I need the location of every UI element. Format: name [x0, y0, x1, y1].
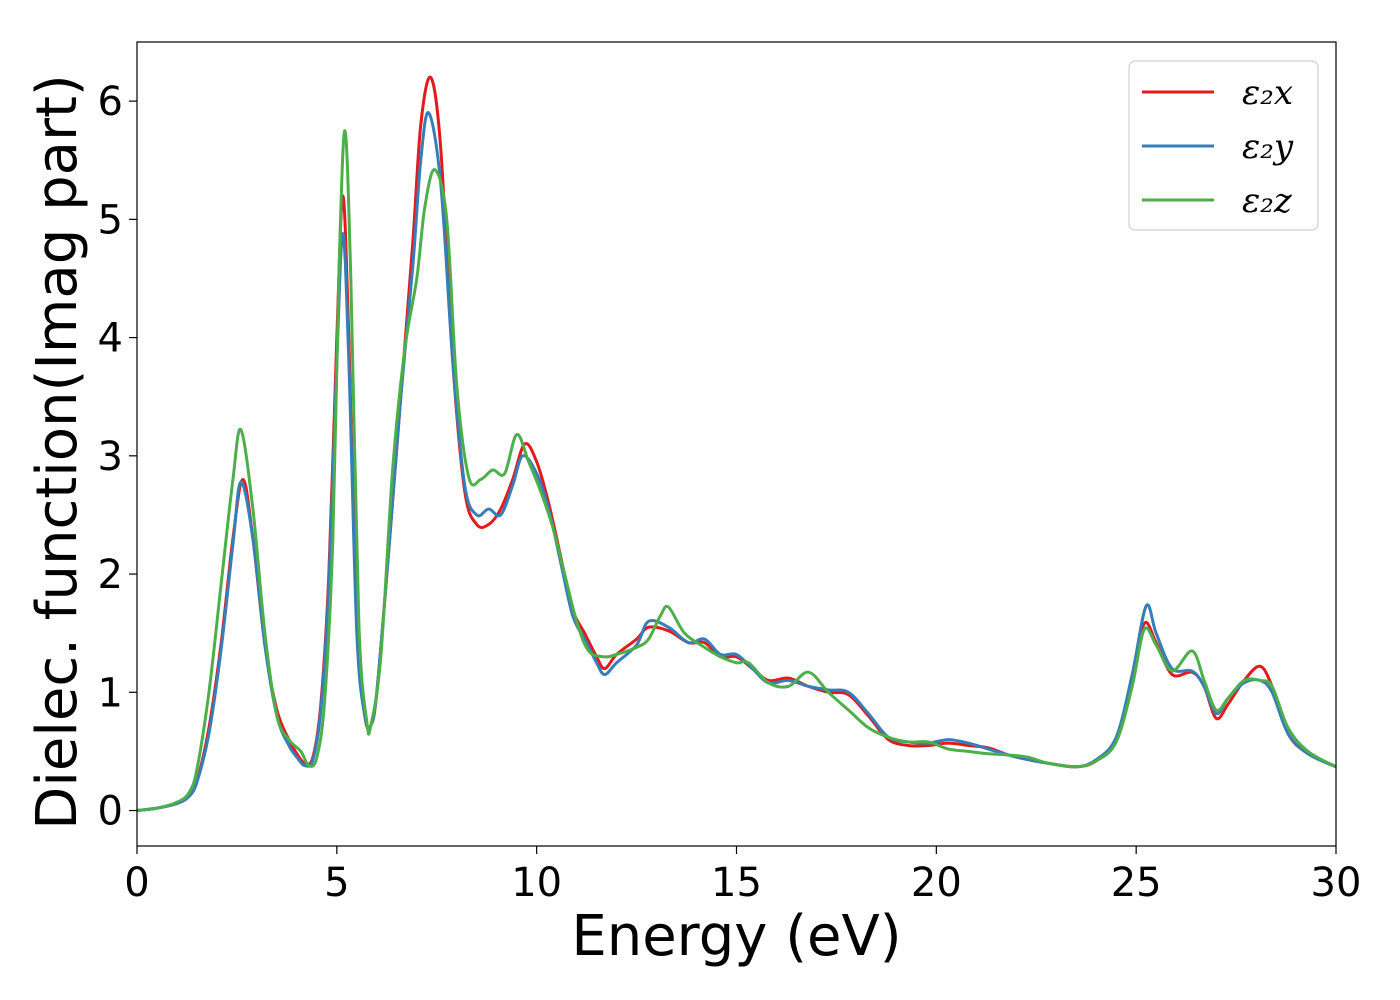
series-line-3	[137, 129, 1336, 813]
y-tick-label: 6	[98, 79, 123, 125]
y-tick-label: 0	[98, 789, 123, 835]
legend-box	[1128, 60, 1319, 231]
x-tick-label: 5	[324, 860, 349, 906]
x-tick-label: 20	[911, 860, 962, 906]
y-tick-label: 5	[98, 197, 123, 243]
x-tick-label: 15	[711, 860, 762, 906]
x-tick-label: 25	[1111, 860, 1162, 906]
x-axis-label: Energy (eV)	[571, 904, 901, 969]
legend: ε₂x ε₂y ε₂z	[1128, 60, 1319, 231]
series-layer	[137, 75, 1336, 813]
x-tick-label: 0	[124, 860, 149, 906]
y-tick-label: 2	[98, 552, 123, 598]
legend-label-3: ε₂z	[1242, 181, 1293, 221]
y-axis-label: Dielec. function(Imag part)	[25, 74, 90, 830]
y-tick-label: 1	[98, 670, 123, 716]
x-tick-label: 10	[511, 860, 562, 906]
legend-label-2: ε₂y	[1242, 127, 1294, 167]
y-tick-label: 3	[98, 434, 123, 480]
legend-label-1: ε₂x	[1242, 73, 1293, 113]
x-axis: 0 5 10 15 20 25 30	[124, 846, 1361, 906]
y-tick-label: 4	[98, 316, 123, 362]
x-tick-label: 30	[1311, 860, 1362, 906]
y-axis: 0 1 2 3 4 5 6	[98, 79, 137, 835]
